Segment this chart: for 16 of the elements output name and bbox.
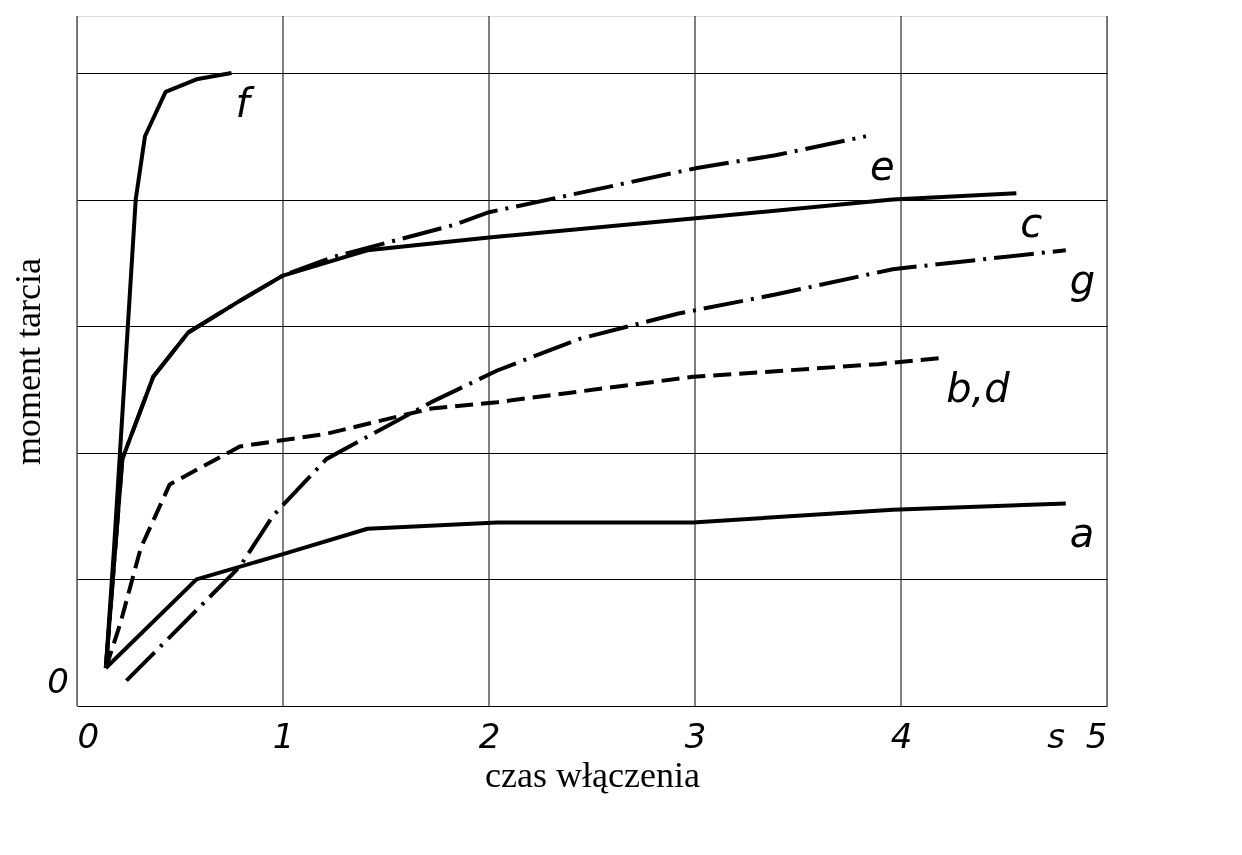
x-tick-label: 4 [890, 715, 913, 756]
x-tick-label: 5 [1085, 715, 1108, 756]
series-label: f [235, 79, 256, 126]
x-tick-label: 0 [77, 715, 100, 756]
x-tick-label: 2 [478, 715, 501, 756]
text: 0 [47, 661, 69, 701]
series-label: b,d [946, 364, 1011, 411]
series-label: a [1069, 510, 1095, 557]
series-label: g [1069, 257, 1096, 304]
series-label: e [869, 143, 895, 190]
x-axis-title: czas włączenia [485, 754, 700, 795]
x-tick-label: 1 [272, 715, 295, 756]
series-label: c [1020, 200, 1043, 247]
y-axis-title: moment tarcia [7, 258, 48, 465]
x-tick-label: 3 [684, 715, 707, 756]
x-tick-label: s [1047, 715, 1065, 756]
